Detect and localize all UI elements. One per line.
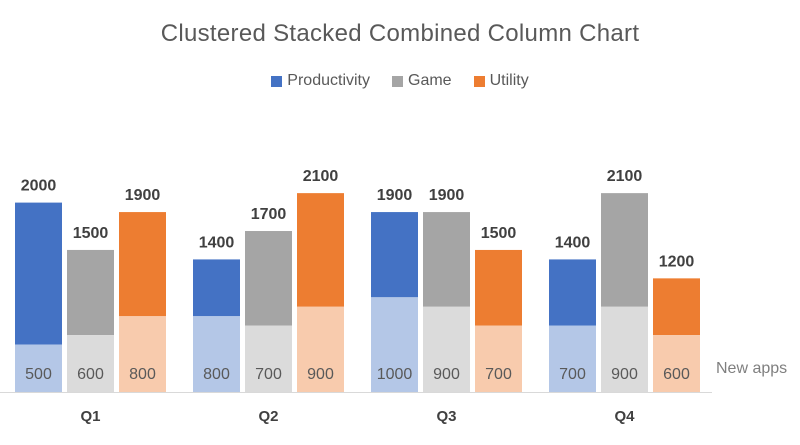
bar-game-q2	[245, 231, 292, 326]
legend-item-game: Game	[392, 72, 452, 90]
data-label-total-utility-q4: 1200	[659, 253, 695, 270]
bar-new-apps-game-q3	[423, 306, 470, 392]
bar-new-apps-game-q2	[245, 325, 292, 392]
bar-new-apps-productivity-q4	[549, 325, 596, 392]
bar-game-q3	[423, 212, 470, 307]
bar-new-apps-utility-q1	[119, 316, 166, 392]
data-label-new-apps-game-q1: 600	[77, 366, 104, 383]
data-label-new-apps-utility-q2: 900	[307, 366, 334, 383]
legend-swatch-game	[392, 75, 403, 87]
bar-utility-q4	[653, 278, 700, 336]
data-label-new-apps-productivity-q1: 500	[25, 366, 52, 383]
data-label-total-productivity-q3: 1900	[377, 187, 413, 204]
bar-utility-q3	[475, 249, 522, 326]
data-label-new-apps-game-q4: 900	[611, 366, 638, 383]
bar-new-apps-utility-q4	[653, 335, 700, 392]
new-apps-label: New apps	[716, 360, 787, 377]
data-label-new-apps-productivity-q3: 1000	[377, 366, 413, 383]
bar-new-apps-productivity-q1	[15, 344, 62, 392]
bar-new-apps-utility-q2	[297, 306, 344, 392]
data-label-total-game-q3: 1900	[429, 187, 465, 204]
data-label-total-productivity-q4: 1400	[555, 234, 591, 251]
data-label-total-productivity-q1: 2000	[21, 178, 57, 195]
x-tick-label-q4: Q4	[614, 408, 635, 425]
bar-productivity-q2	[193, 259, 240, 317]
bar-utility-q2	[297, 193, 344, 307]
data-label-total-game-q4: 2100	[607, 168, 643, 185]
x-tick-label-q1: Q1	[80, 408, 100, 425]
bar-new-apps-productivity-q2	[193, 316, 240, 392]
data-label-total-utility-q2: 2100	[303, 168, 339, 185]
bar-game-q1	[67, 249, 114, 336]
bar-new-apps-game-q4	[601, 306, 648, 392]
legend-label-utility: Utility	[489, 72, 529, 89]
bar-productivity-q3	[371, 212, 418, 298]
legend-swatch-utility	[473, 75, 485, 87]
legend-label-productivity: Productivity	[287, 72, 370, 89]
legend-item-utility: Utility	[473, 72, 529, 90]
bar-productivity-q4	[549, 259, 596, 326]
x-tick-label-q2: Q2	[258, 408, 278, 425]
x-tick-label-q3: Q3	[436, 408, 456, 425]
data-label-new-apps-productivity-q2: 800	[203, 366, 230, 383]
bar-new-apps-productivity-q3	[371, 297, 418, 392]
bar-utility-q1	[119, 212, 166, 317]
data-label-new-apps-game-q2: 700	[255, 366, 282, 383]
data-label-new-apps-game-q3: 900	[433, 366, 460, 383]
data-label-new-apps-utility-q4: 600	[663, 366, 690, 383]
data-label-new-apps-utility-q1: 800	[129, 366, 156, 383]
bar-new-apps-utility-q3	[475, 325, 522, 392]
data-label-total-productivity-q2: 1400	[199, 234, 235, 251]
bar-productivity-q1	[15, 202, 62, 345]
bar-game-q4	[601, 193, 648, 307]
data-label-total-game-q2: 1700	[251, 206, 287, 223]
data-label-new-apps-utility-q3: 700	[485, 366, 512, 383]
bar-new-apps-game-q1	[67, 335, 114, 392]
legend-label-game: Game	[408, 72, 452, 89]
legend-swatch-productivity	[271, 75, 283, 87]
chart-legend: Productivity Game Utility	[0, 72, 800, 90]
legend-item-productivity: Productivity	[271, 72, 370, 90]
data-label-total-game-q1: 1500	[73, 225, 109, 242]
data-label-total-utility-q1: 1900	[125, 187, 161, 204]
chart-title: Clustered Stacked Combined Column Chart	[160, 20, 640, 47]
data-label-new-apps-productivity-q4: 700	[559, 366, 586, 383]
data-label-total-utility-q3: 1500	[481, 225, 517, 242]
